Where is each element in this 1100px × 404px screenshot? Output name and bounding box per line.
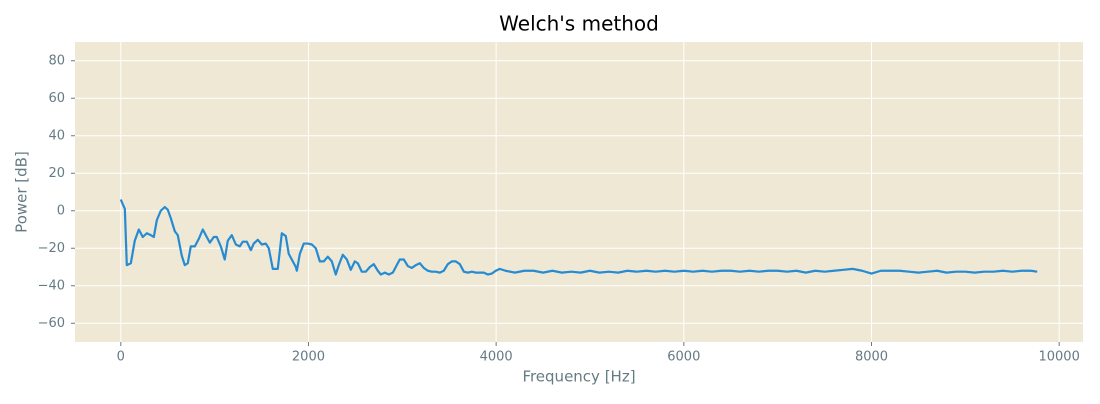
y-tick-label: −40 (38, 278, 65, 293)
x-tick-label: 2000 (292, 350, 325, 365)
x-tick-label: 0 (117, 350, 125, 365)
series-line (119, 199, 1038, 276)
y-tick-label: 80 (48, 53, 65, 68)
plot-area (75, 42, 1083, 342)
x-tick-label: 4000 (480, 350, 513, 365)
y-tick-label: 60 (48, 91, 65, 106)
y-tick-label: 0 (57, 203, 65, 218)
y-tick-label: 40 (48, 128, 65, 143)
x-tick-label: 6000 (667, 350, 700, 365)
x-tick-label: 8000 (855, 350, 888, 365)
y-tick-label: −60 (38, 316, 65, 331)
y-tick-label: 20 (48, 166, 65, 181)
y-tick-label: −20 (38, 241, 65, 256)
x-axis-label: Frequency [Hz] (522, 368, 635, 386)
y-axis-label: Power [dB] (13, 151, 31, 233)
chart-title: Welch's method (499, 12, 659, 36)
x-tick-label: 10000 (1038, 350, 1079, 365)
